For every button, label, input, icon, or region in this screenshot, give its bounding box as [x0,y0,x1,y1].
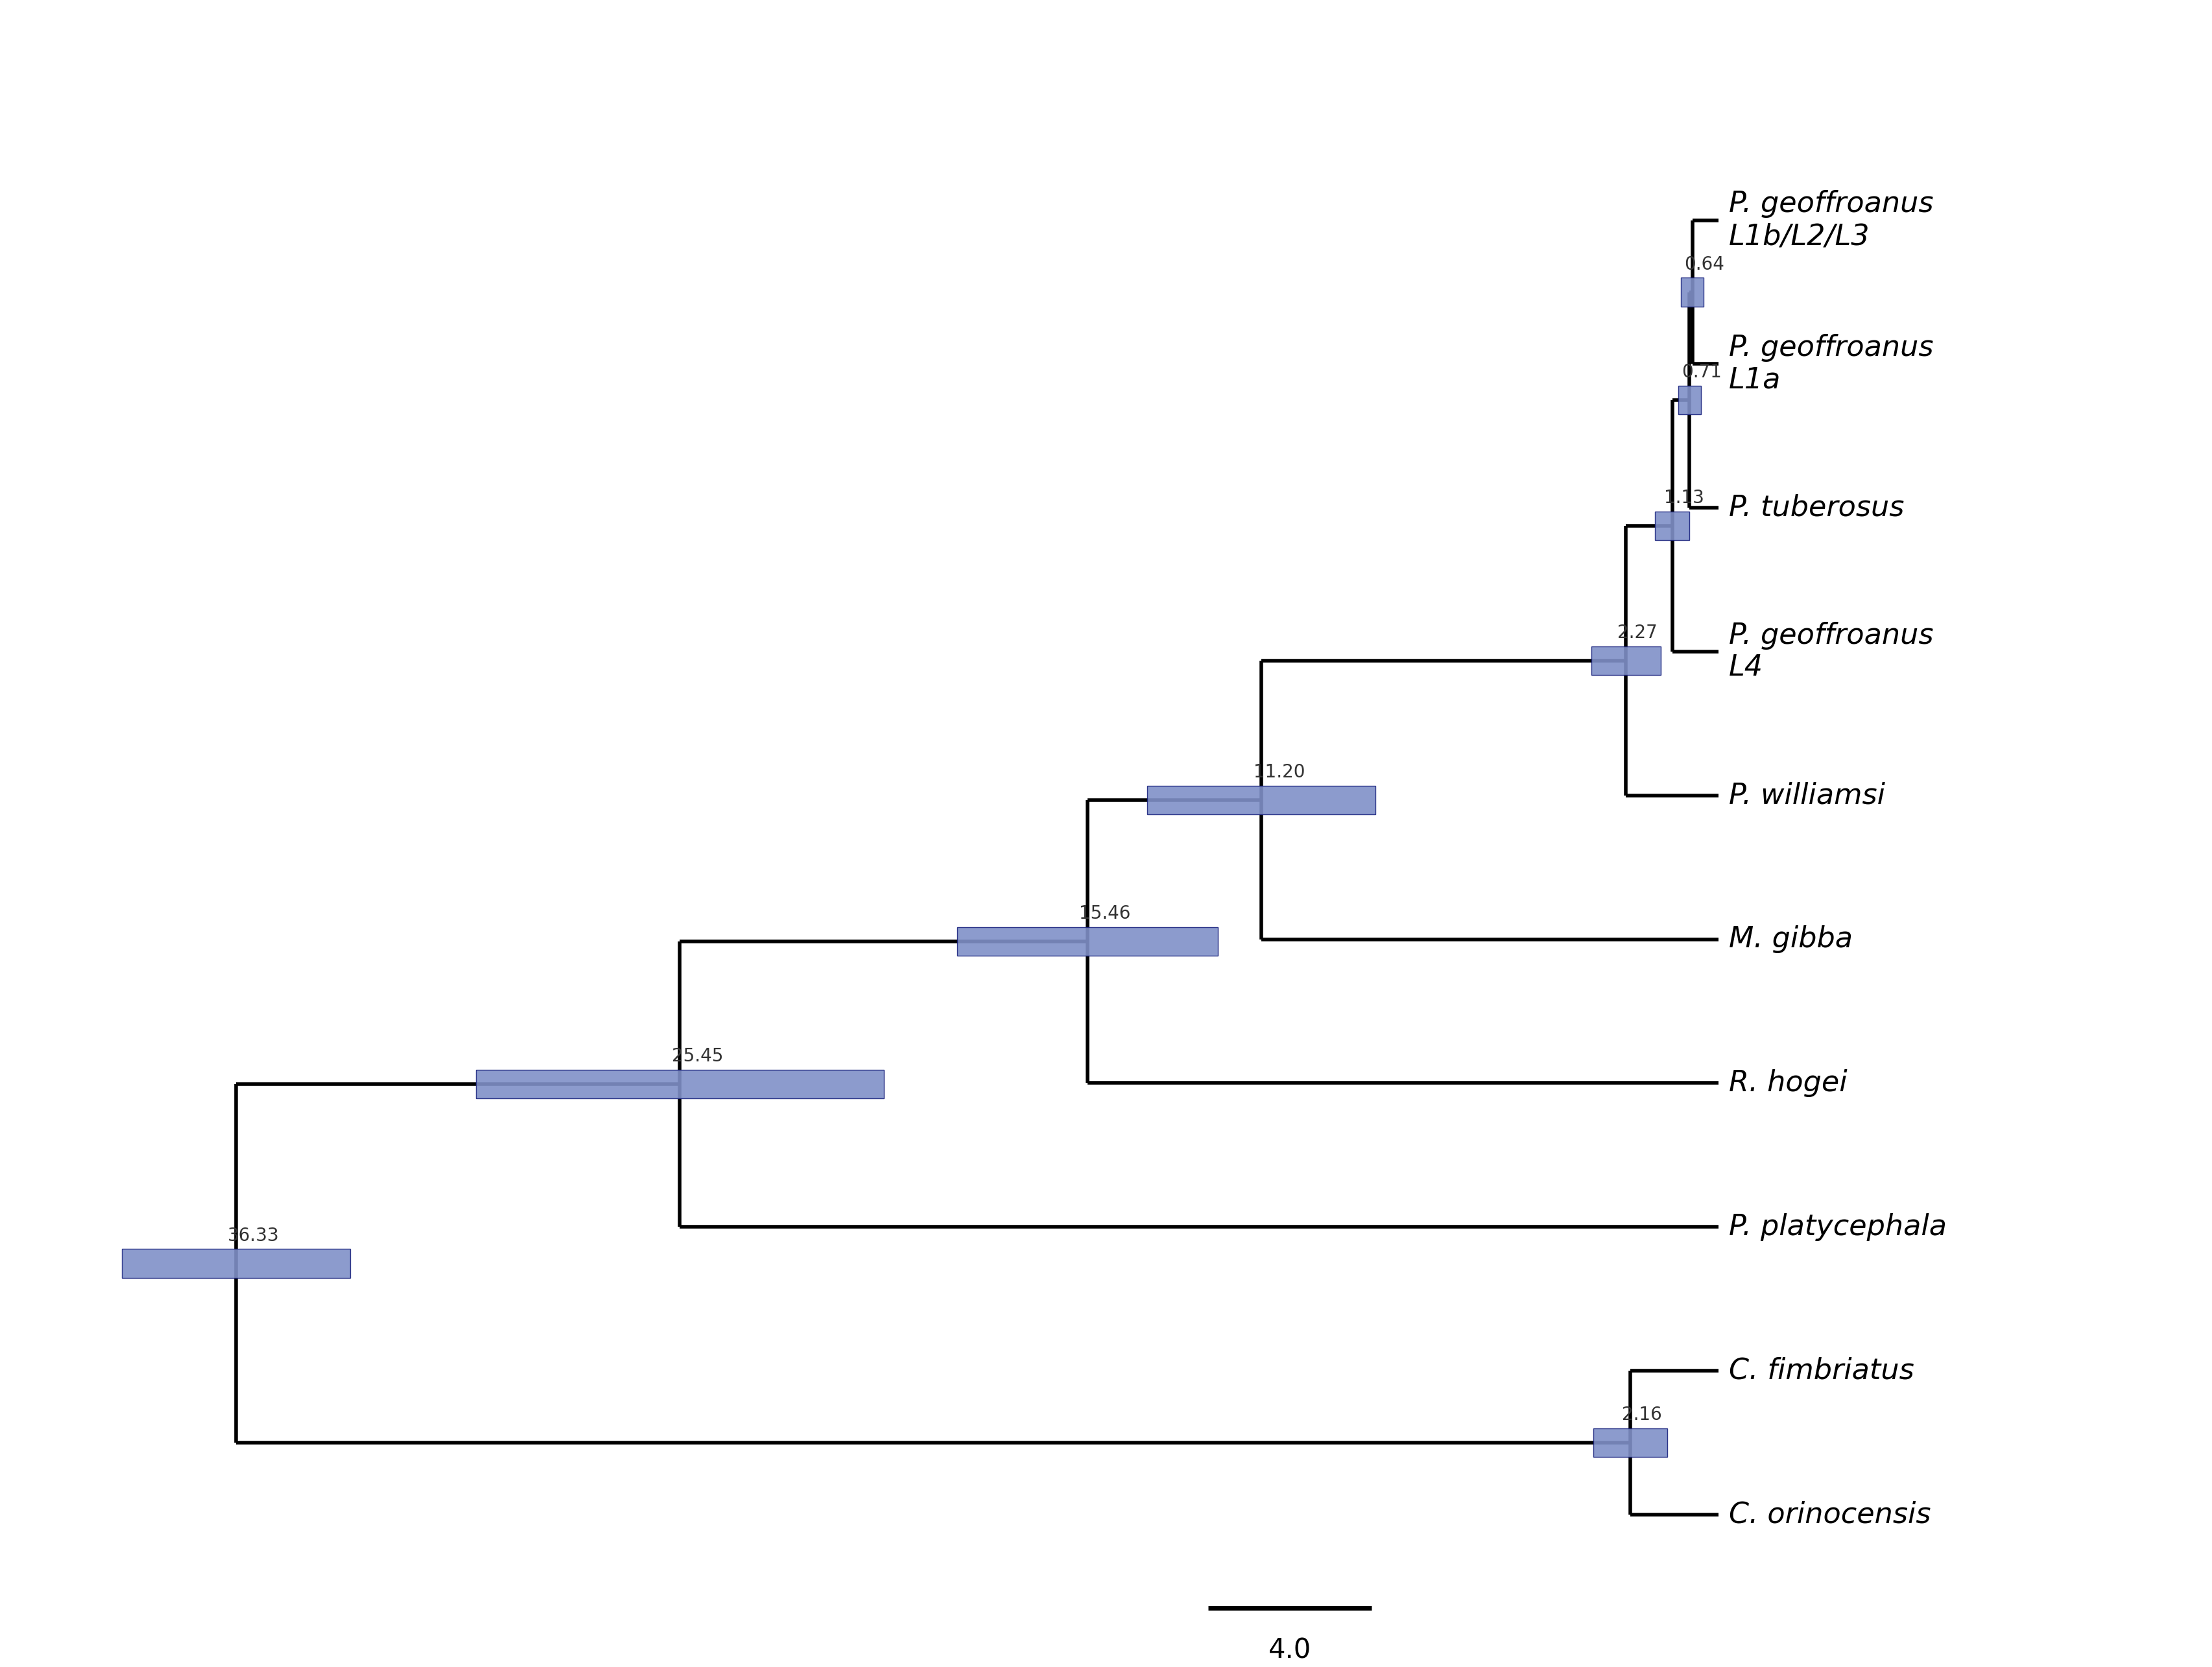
Text: 11.20: 11.20 [1252,763,1305,782]
Text: P. tuberosus: P. tuberosus [1728,493,1905,522]
Text: C. fimbriatus: C. fimbriatus [1728,1357,1913,1385]
Bar [1146,785,1376,815]
Text: 0.64: 0.64 [1683,255,1723,273]
Bar [1655,512,1690,540]
Text: 36.33: 36.33 [228,1227,279,1245]
Text: 25.45: 25.45 [672,1047,723,1065]
Text: P. geoffroanus
L4: P. geoffroanus L4 [1728,622,1933,682]
Text: P. platycephala: P. platycephala [1728,1214,1947,1240]
Bar [1681,278,1703,307]
Text: 15.46: 15.46 [1079,905,1130,924]
Bar [1590,647,1659,675]
Bar [122,1249,349,1279]
Text: R. hogei: R. hogei [1728,1069,1847,1097]
Text: 2.27: 2.27 [1617,623,1657,642]
Bar [1593,1429,1666,1457]
Text: P. geoffroanus
L1a: P. geoffroanus L1a [1728,333,1933,393]
Text: 0.71: 0.71 [1681,363,1721,382]
Text: 4.0: 4.0 [1267,1637,1312,1664]
Text: P. williamsi: P. williamsi [1728,782,1885,810]
Bar [956,927,1219,955]
Text: M. gibba: M. gibba [1728,925,1851,954]
Text: C. orinocensis: C. orinocensis [1728,1500,1931,1529]
Text: 2.16: 2.16 [1621,1405,1661,1424]
Text: P. geoffroanus
L1b/L2/L3: P. geoffroanus L1b/L2/L3 [1728,190,1933,250]
Bar [476,1070,883,1099]
Bar [1677,385,1701,415]
Text: 1.13: 1.13 [1663,488,1703,507]
